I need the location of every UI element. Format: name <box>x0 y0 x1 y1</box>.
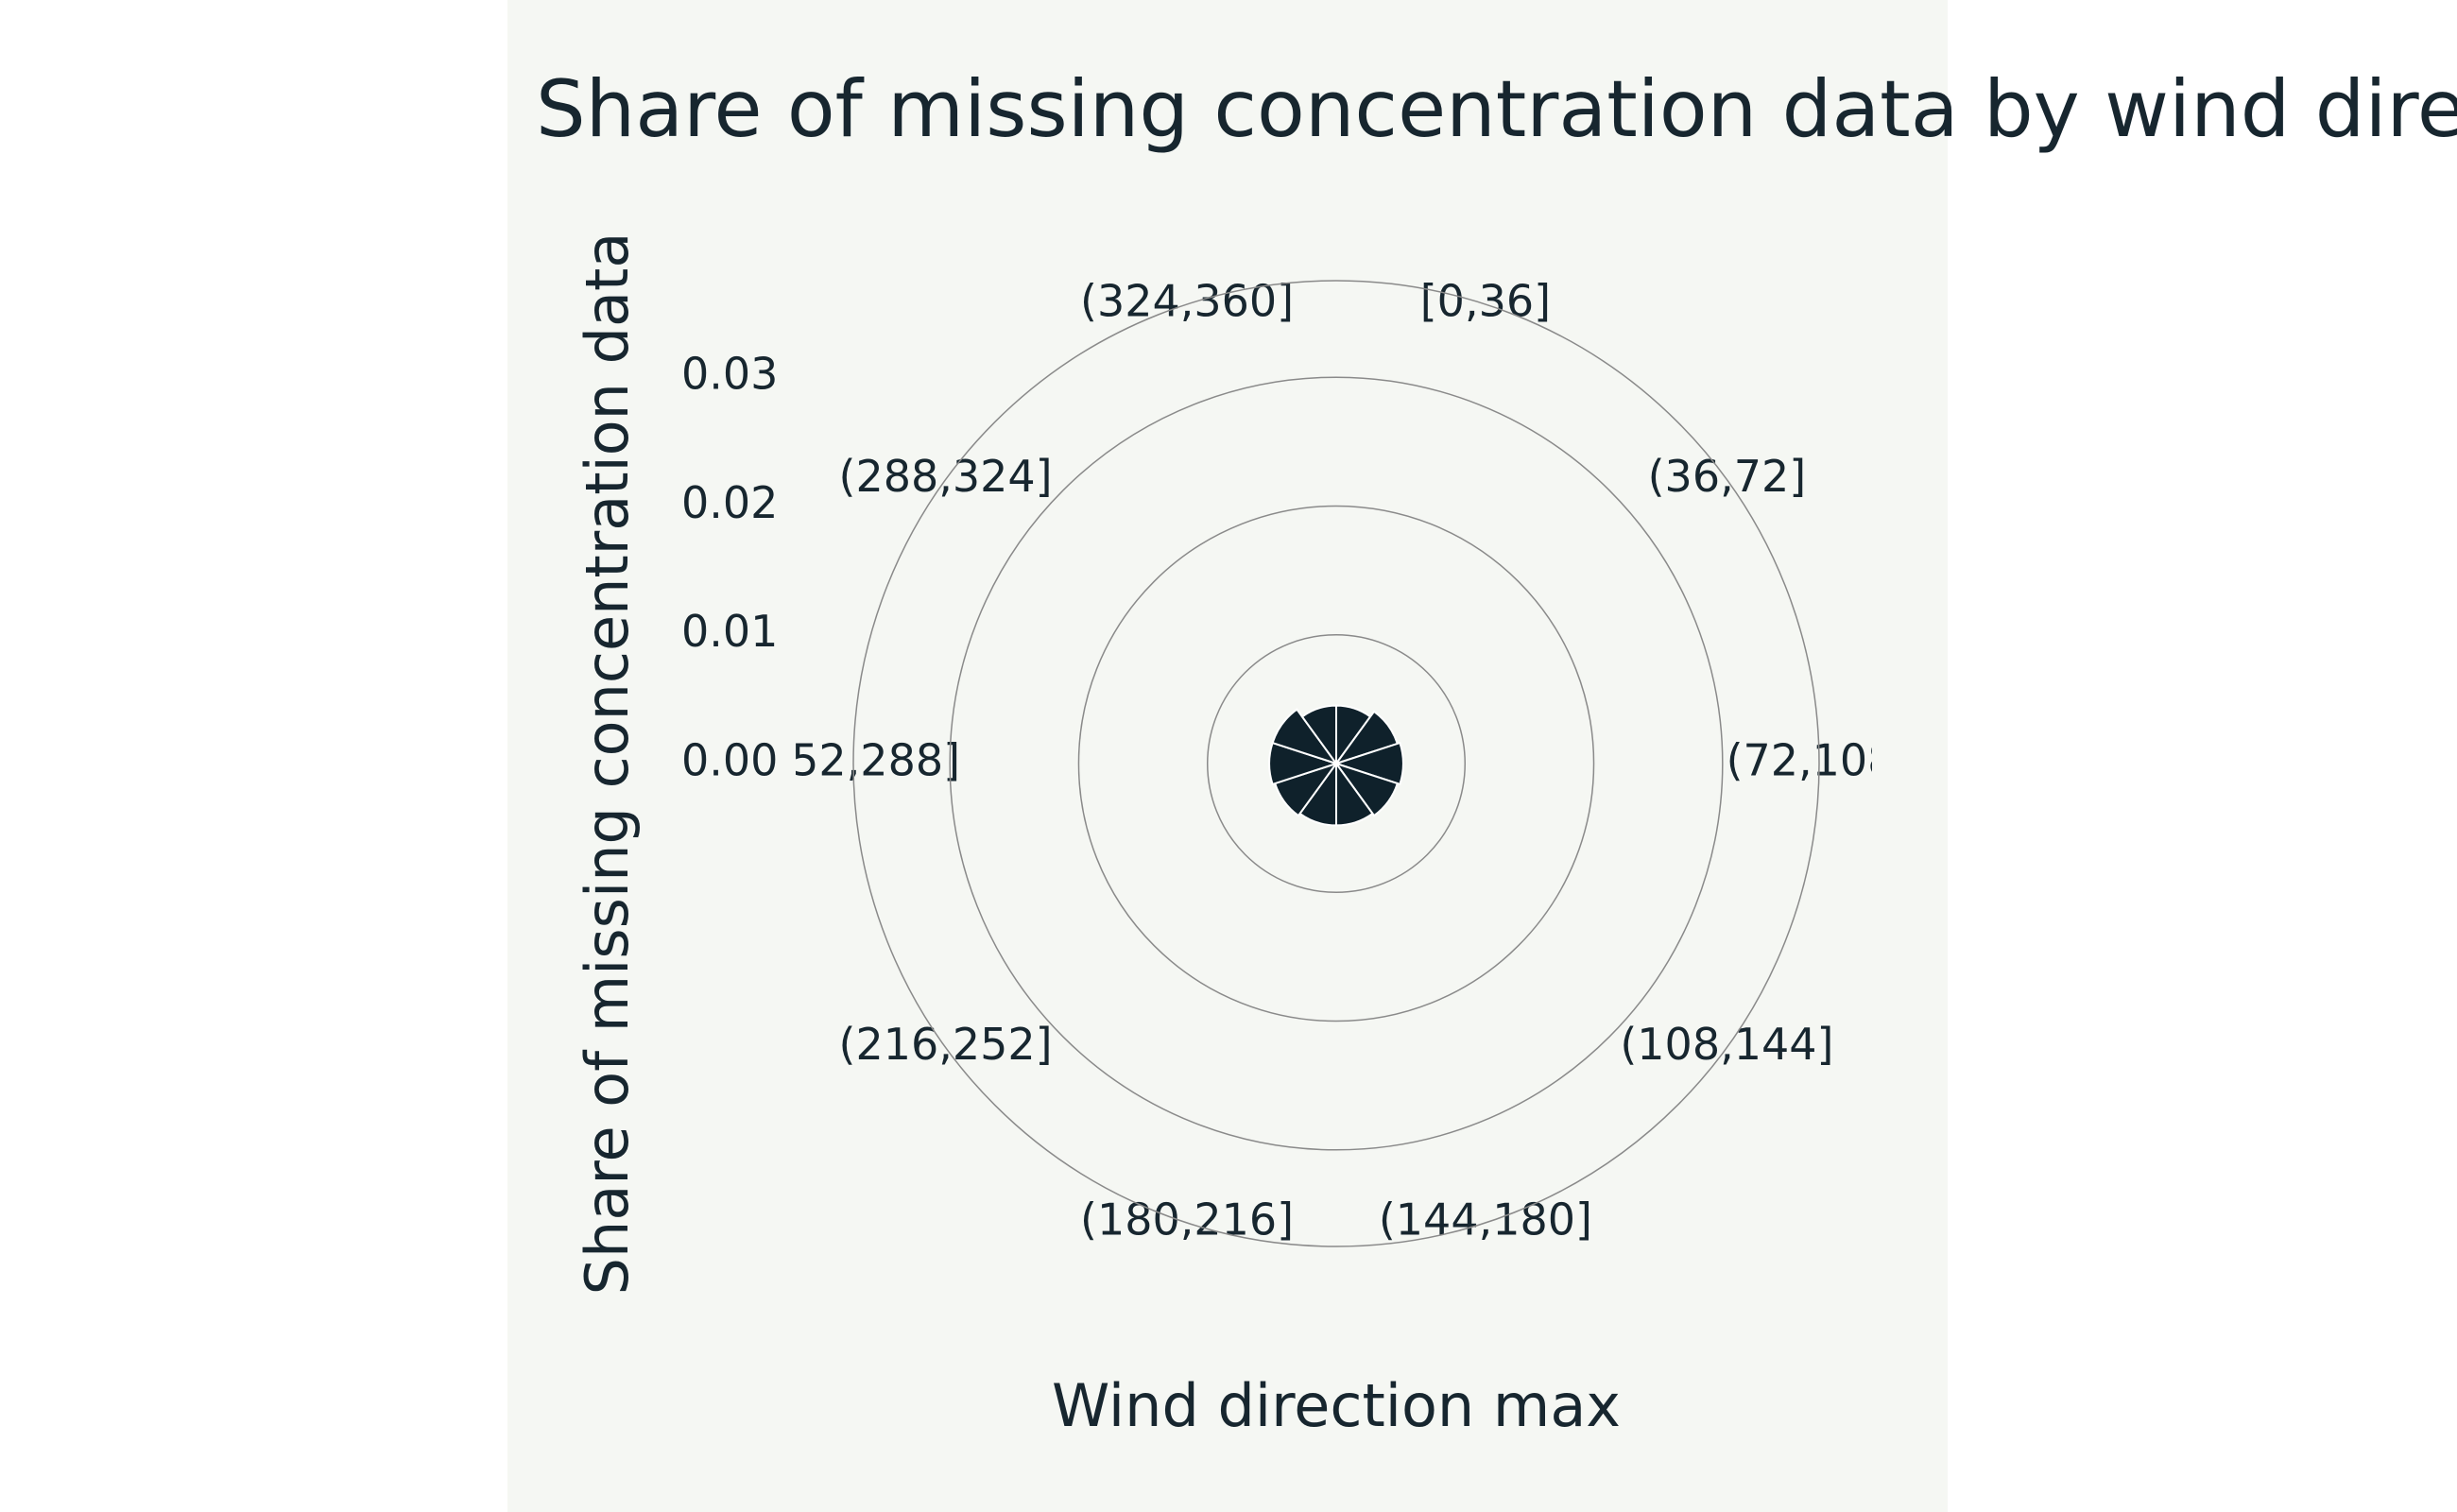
radial-tick-label: 0.00 <box>681 735 778 786</box>
angular-labels: [0,36] (36,72] (72,108] (108,144] (144,180] (… <box>747 276 1913 1246</box>
radial-tick-label: 0.03 <box>681 349 778 400</box>
wedge <box>1332 741 1404 786</box>
grid-ring <box>949 376 1724 1151</box>
chart-title: Share of missing concentration data by w… <box>536 63 2457 155</box>
y-axis-title: Share of missing concentration data <box>573 232 642 1296</box>
grid-ring <box>1077 505 1595 1022</box>
angular-tick-label: (144,180] <box>1379 1194 1592 1245</box>
angular-tick-label: (180,216] <box>1080 1194 1294 1245</box>
outer-ring <box>852 280 1820 1247</box>
angular-tick-label: [0,36] <box>1420 276 1551 327</box>
angular-tick-label: (108,144] <box>1620 1019 1833 1070</box>
radial-tick-label: 0.02 <box>681 477 778 528</box>
grid-ring <box>1206 633 1467 894</box>
angular-tick-label: (324,360] <box>1080 276 1294 327</box>
plot-background <box>507 0 1948 1512</box>
wedge <box>1333 762 1400 817</box>
x-axis-title: Wind direction max <box>1052 1371 1621 1440</box>
angular-tick-label: (216,252] <box>839 1019 1053 1070</box>
angular-tick-label: (72,108] <box>1727 735 1913 786</box>
wedge <box>1271 708 1339 765</box>
angular-tick-label: (36,72] <box>1648 451 1807 502</box>
angular-tick-label: (288,324] <box>839 451 1053 502</box>
radial-tick-label: 0.01 <box>681 606 778 657</box>
angular-tick-label: (252,288] <box>747 735 960 786</box>
wedge <box>1300 704 1337 767</box>
